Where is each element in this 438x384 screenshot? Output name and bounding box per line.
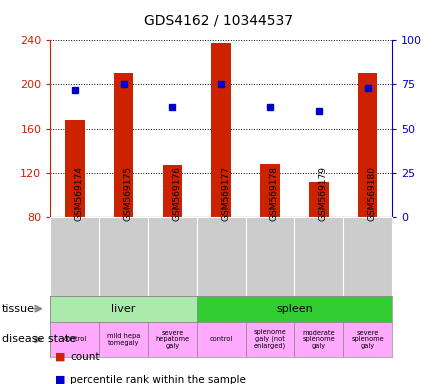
Text: tissue: tissue [2, 304, 35, 314]
Bar [212, 43, 231, 217]
Text: severe
splenome
galy: severe splenome galy [351, 330, 384, 349]
Bar [65, 120, 85, 217]
Bar [197, 322, 246, 357]
Text: splenome
galy (not
enlarged): splenome galy (not enlarged) [254, 329, 286, 349]
Text: GSM569179: GSM569179 [319, 166, 328, 221]
Text: GSM569174: GSM569174 [75, 166, 84, 221]
Text: GSM569180: GSM569180 [367, 166, 377, 221]
Text: GSM569175: GSM569175 [124, 166, 133, 221]
Text: liver: liver [111, 304, 136, 314]
Text: ■: ■ [55, 375, 65, 384]
Bar [197, 296, 392, 322]
Bar [294, 322, 343, 357]
Text: GDS4162 / 10344537: GDS4162 / 10344537 [145, 13, 293, 27]
Bar [246, 322, 294, 357]
Text: count: count [70, 352, 99, 362]
Text: GSM569176: GSM569176 [173, 166, 181, 221]
Bar [358, 73, 378, 217]
Text: GSM569177: GSM569177 [221, 166, 230, 221]
Text: ■: ■ [55, 352, 65, 362]
Bar [50, 322, 99, 357]
Text: moderate
splenome
galy: moderate splenome galy [302, 330, 335, 349]
Text: mild hepa
tomegaly: mild hepa tomegaly [107, 333, 140, 346]
Bar [162, 165, 182, 217]
Text: disease state: disease state [2, 334, 76, 344]
Text: percentile rank within the sample: percentile rank within the sample [70, 375, 246, 384]
Text: control: control [63, 336, 86, 343]
Bar [260, 164, 280, 217]
Text: spleen: spleen [276, 304, 313, 314]
Text: GSM569178: GSM569178 [270, 166, 279, 221]
Bar [50, 296, 197, 322]
Bar [148, 322, 197, 357]
Bar [114, 73, 133, 217]
Bar [343, 322, 392, 357]
Text: severe
hepatome
galy: severe hepatome galy [155, 330, 190, 349]
Bar [99, 322, 148, 357]
Text: control: control [209, 336, 233, 343]
Bar [309, 182, 328, 217]
